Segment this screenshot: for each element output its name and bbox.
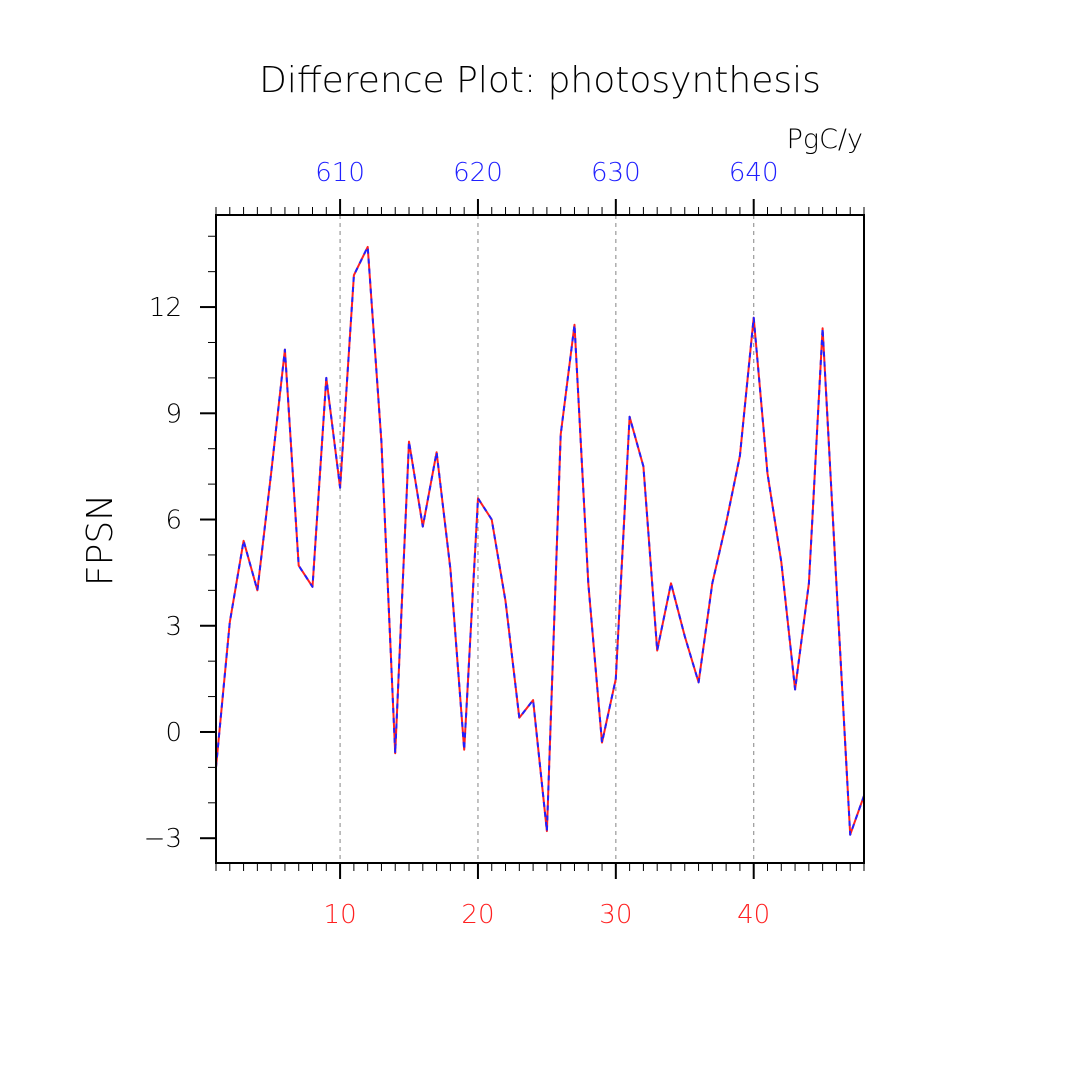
y-tick-label: 3 — [165, 612, 182, 642]
x-tick-label-top: 620 — [453, 158, 503, 188]
axis-ticks — [200, 199, 865, 879]
x-tick-label-top: 630 — [591, 158, 641, 188]
plot-frame — [215, 214, 865, 864]
series-group — [215, 245, 865, 836]
chart-title: Difference Plot: photosynthesis — [259, 60, 821, 101]
x-tick-label-top: 610 — [315, 158, 365, 188]
x-tick-label-bottom: 20 — [461, 900, 494, 930]
y-tick-label: −3 — [144, 824, 182, 854]
tick-labels: −3 0 3 6 9 12 10 20 30 40 610 620 630 640 — [144, 158, 779, 930]
y-tick-label: 0 — [165, 718, 182, 748]
x-tick-label-top: 640 — [729, 158, 779, 188]
x-tick-label-bottom: 30 — [599, 900, 632, 930]
y-axis-label: FPSN — [80, 494, 121, 586]
y-tick-label: 9 — [165, 399, 182, 429]
units-label: PgC/y — [787, 124, 863, 155]
x-tick-label-bottom: 40 — [737, 900, 770, 930]
series-line-0 — [215, 245, 865, 836]
y-tick-label: 6 — [165, 506, 182, 536]
x-tick-label-bottom: 10 — [324, 900, 357, 930]
series-line-1 — [215, 245, 865, 836]
grid-lines — [339, 215, 755, 863]
y-tick-label: 12 — [149, 293, 182, 323]
